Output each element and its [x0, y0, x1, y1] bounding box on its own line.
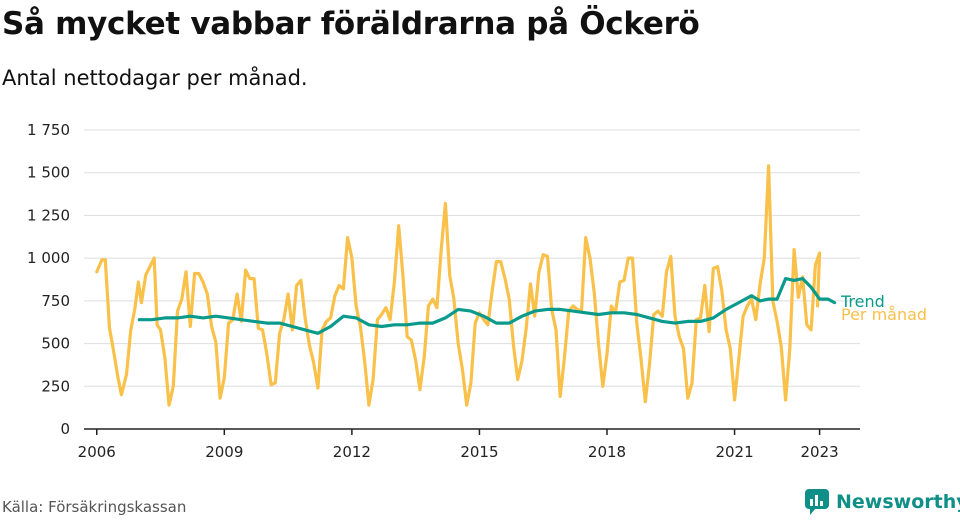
y-tick-label: 750	[41, 292, 70, 310]
y-tick-label: 1 250	[27, 206, 70, 224]
chart-subtitle: Antal nettodagar per månad.	[2, 66, 308, 90]
newsworthy-logo-icon	[805, 489, 829, 515]
x-tick-label: 2023	[801, 443, 839, 461]
y-tick-label: 1 500	[27, 164, 70, 182]
x-tick-label: 2018	[588, 443, 626, 461]
x-tick-label: 2012	[333, 443, 371, 461]
brand-name: Newsworthy	[836, 491, 960, 513]
x-tick-label: 2021	[715, 443, 753, 461]
y-tick-label: 0	[60, 420, 70, 438]
series-label-trend: Trend	[840, 292, 885, 311]
series-line-per-manad	[95, 164, 822, 407]
source-note: Källa: Försäkringskassan	[2, 498, 187, 516]
x-tick-label: 2015	[460, 443, 498, 461]
brand-logo: Newsworthy	[804, 488, 960, 516]
series-line-trend	[137, 277, 837, 335]
y-tick-label: 1 000	[27, 249, 70, 267]
chart-title: Så mycket vabbar föräldrarna på Öckerö	[2, 6, 700, 42]
series-label-per-manad: Per månad	[841, 305, 927, 324]
y-tick-label: 500	[41, 335, 70, 353]
x-tick-label: 2009	[205, 443, 243, 461]
y-tick-label: 250	[41, 377, 70, 395]
x-tick-label: 2006	[78, 443, 116, 461]
y-tick-label: 1 750	[27, 121, 70, 139]
